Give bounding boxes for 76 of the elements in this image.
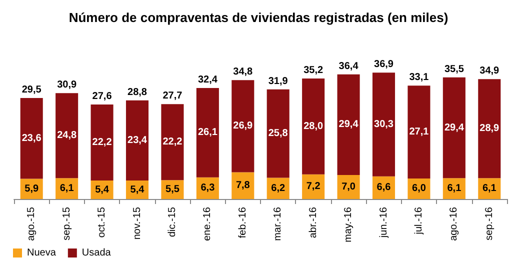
bar: [302, 174, 325, 199]
x-tick-label: oct.-15: [96, 206, 108, 238]
data-label: 29,4: [338, 119, 359, 130]
data-label: 5,5: [166, 184, 180, 196]
data-label: 26,1: [198, 127, 218, 138]
total-label: 35,2: [304, 64, 324, 76]
data-label: 27,1: [409, 126, 430, 138]
x-tick-label: nov.-15: [132, 206, 143, 240]
data-label: 6,6: [376, 182, 392, 194]
bar: [126, 100, 149, 181]
data-label: 26,9: [233, 120, 254, 132]
data-label: 24,8: [57, 130, 77, 142]
x-tick-label: jun.-16: [378, 206, 390, 239]
bar: [266, 89, 290, 178]
x-tick-label: feb.-16: [237, 206, 248, 238]
x-tick-label: may.-16: [343, 206, 354, 242]
x-tick-label: ago.-16: [448, 206, 460, 241]
total-label: 27,7: [162, 90, 183, 102]
data-label: 28,9: [480, 123, 500, 134]
x-tick-label: sep.-16: [484, 206, 495, 240]
x-tick-label: jul.-16: [413, 206, 424, 236]
x-tick-label: ene.-16: [202, 206, 214, 241]
data-label: 5,9: [24, 183, 39, 194]
legend-label: Usada: [82, 248, 112, 258]
bar: [196, 88, 219, 178]
total-label: 29,5: [22, 84, 42, 96]
data-label: 6,2: [271, 182, 286, 194]
bar: [408, 86, 430, 178]
bar: [232, 80, 254, 172]
total-label: 34,8: [233, 66, 254, 78]
bar: [161, 104, 184, 180]
total-label: 36,9: [374, 59, 394, 70]
bar: [372, 72, 396, 176]
data-label: 6,1: [60, 183, 74, 194]
data-label: 28,0: [304, 120, 324, 132]
total-label: 32,4: [198, 74, 218, 86]
total-label: 36,4: [338, 60, 359, 72]
data-label: 22,2: [162, 136, 183, 148]
bar: [20, 98, 43, 179]
data-label: 6,1: [447, 183, 462, 194]
chart-title: Número de compraventas de viviendas registradas (en miles): [68, 10, 448, 25]
data-label: 5,4: [95, 184, 110, 196]
data-label: 30,3: [374, 119, 394, 130]
bar: [478, 79, 501, 178]
x-tick-label: ago.-15: [26, 206, 38, 241]
data-label: 23,4: [128, 134, 148, 146]
total-label: 27,6: [92, 90, 112, 102]
data-label: 25,8: [268, 128, 288, 140]
total-label: 34,9: [480, 66, 500, 77]
bar: [90, 104, 114, 181]
total-label: 28,8: [128, 86, 148, 98]
data-label: 5,4: [130, 184, 145, 196]
bar: [302, 78, 325, 174]
data-label: 6,0: [412, 183, 426, 194]
bar: [232, 172, 254, 199]
x-tick-label: abr.-16: [308, 206, 319, 238]
data-label: 6,3: [200, 182, 216, 194]
data-label: 6,1: [482, 183, 497, 194]
total-label: 35,5: [444, 64, 464, 75]
data-label: 7,2: [306, 181, 321, 192]
data-label: 23,6: [22, 132, 42, 144]
bar: [56, 93, 78, 178]
total-label: 30,9: [57, 80, 77, 91]
legend-label: Nueva: [27, 248, 56, 258]
data-label: 29,4: [444, 122, 464, 134]
bar: [337, 74, 360, 176]
x-tick-label: sep.-15: [61, 206, 72, 240]
bar: [442, 77, 466, 178]
x-tick-label: dic.-15: [166, 206, 178, 238]
total-label: 33,1: [409, 72, 430, 84]
data-label: 7,0: [342, 182, 356, 193]
total-label: 31,9: [268, 76, 288, 87]
bar: [337, 175, 360, 199]
data-label: 22,2: [92, 136, 112, 148]
x-tick-label: mar.-16: [272, 206, 284, 241]
data-label: 7,8: [236, 180, 250, 192]
